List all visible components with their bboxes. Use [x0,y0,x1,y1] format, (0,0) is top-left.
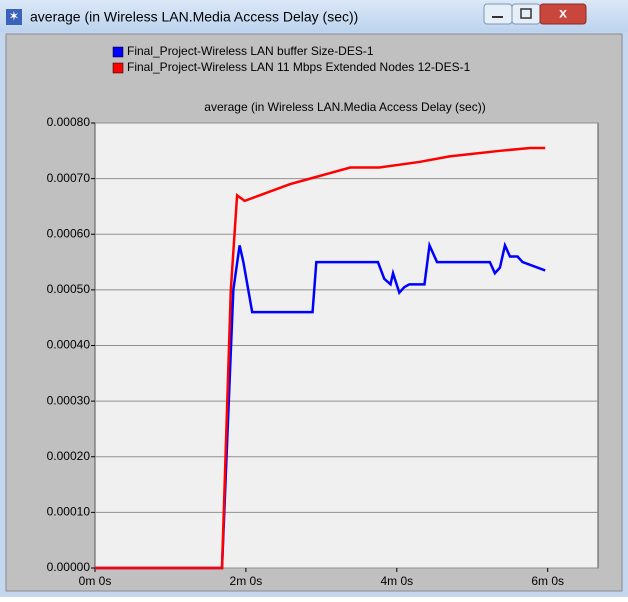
icon-glyph: ✶ [9,8,20,23]
minimize-button[interactable] [483,3,513,25]
y-tick-label: 0.00000 [47,560,91,574]
legend-label: Final_Project-Wireless LAN 11 Mbps Exten… [127,60,471,74]
chart-title: average (in Wireless LAN.Media Access De… [204,100,485,114]
y-tick-label: 0.00030 [47,393,91,407]
legend-label: Final_Project-Wireless LAN buffer Size-D… [127,44,374,58]
y-tick-label: 0.00070 [47,171,91,185]
x-tick-label: 4m 0s [380,574,413,588]
x-tick-label: 6m 0s [531,574,564,588]
y-tick-label: 0.00010 [47,505,91,519]
window-title: average (in Wireless LAN.Media Access De… [30,9,358,25]
close-button[interactable] [539,3,587,25]
y-tick-label: 0.00020 [47,449,91,463]
window-icon [6,9,22,25]
y-tick-label: 0.00060 [47,226,91,240]
maximize-glyph [520,8,532,19]
close-glyph: x [559,5,567,21]
legend-swatch [112,46,124,58]
y-tick-label: 0.00040 [47,338,91,352]
maximize-button[interactable] [511,3,541,25]
x-tick-label: 0m 0s [79,574,112,588]
y-tick-label: 0.00050 [47,282,91,296]
y-tick-label: 0.00080 [47,115,91,129]
series-line [95,146,546,570]
legend-swatch [112,62,124,74]
series-line [95,240,546,570]
x-tick-label: 2m 0s [230,574,263,588]
